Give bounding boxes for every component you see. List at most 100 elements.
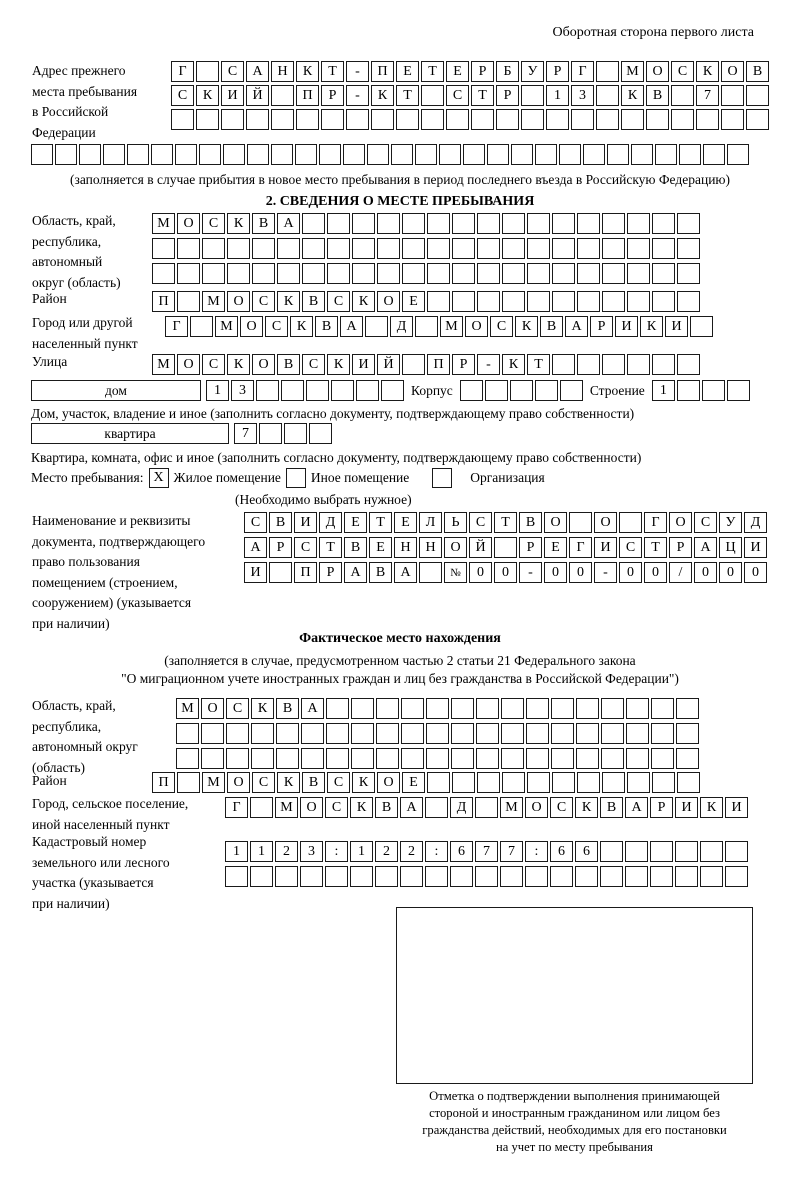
char-cell[interactable]: Р [546,61,569,82]
char-cell[interactable]: Г [644,512,667,533]
char-cell[interactable]: П [152,291,175,312]
char-cell[interactable] [177,772,200,793]
char-cell[interactable]: О [252,354,275,375]
char-cell[interactable] [626,723,649,744]
char-cell[interactable] [55,144,77,165]
char-cell[interactable] [177,291,200,312]
char-cell[interactable] [725,841,748,862]
char-cell[interactable] [277,238,300,259]
char-cell[interactable] [502,238,525,259]
char-cell[interactable] [652,213,675,234]
char-cell[interactable] [577,291,600,312]
char-cell[interactable]: Т [494,512,517,533]
char-cell[interactable] [552,263,575,284]
char-cell[interactable]: П [371,61,394,82]
char-cell[interactable] [501,698,524,719]
char-cell[interactable] [521,109,544,130]
char-cell[interactable] [351,748,374,769]
char-cell[interactable]: С [252,291,275,312]
char-cell[interactable] [391,144,413,165]
char-cell[interactable] [269,562,292,583]
char-cell[interactable] [247,144,269,165]
char-cell[interactable] [271,85,294,106]
char-cell[interactable] [301,723,324,744]
char-cell[interactable]: Р [269,537,292,558]
char-cell[interactable] [256,380,279,401]
char-cell[interactable] [351,698,374,719]
char-cell[interactable] [301,748,324,769]
char-cell[interactable] [651,723,674,744]
char-cell[interactable] [646,109,669,130]
char-cell[interactable] [546,109,569,130]
char-cell[interactable]: И [675,797,698,818]
char-cell[interactable] [569,512,592,533]
char-cell[interactable] [419,562,442,583]
char-cell[interactable]: С [202,213,225,234]
char-cell[interactable] [701,380,725,401]
char-cell[interactable]: В [277,354,300,375]
char-cell[interactable]: М [176,698,199,719]
char-cell[interactable] [675,866,698,887]
char-cell[interactable]: К [352,772,375,793]
char-cell[interactable] [246,109,269,130]
char-cell[interactable] [725,866,748,887]
char-cell[interactable] [501,723,524,744]
char-cell[interactable]: И [744,537,767,558]
char-cell[interactable]: 3 [571,85,594,106]
char-cell[interactable]: В [269,512,292,533]
char-cell[interactable] [352,213,375,234]
char-cell[interactable] [652,291,675,312]
char-cell[interactable]: 6 [575,841,598,862]
char-cell[interactable] [396,109,419,130]
char-cell[interactable] [652,263,675,284]
char-cell[interactable] [319,144,341,165]
char-cell[interactable] [576,698,599,719]
char-cell[interactable] [343,144,365,165]
char-cell[interactable]: Р [669,537,692,558]
char-cell[interactable]: Д [319,512,342,533]
char-cell[interactable]: О [721,61,744,82]
char-cell[interactable] [415,144,437,165]
char-cell[interactable]: Е [396,61,419,82]
char-cell[interactable] [675,841,698,862]
char-cell[interactable] [402,263,425,284]
char-cell[interactable]: И [615,316,638,337]
char-cell[interactable] [631,144,653,165]
char-cell[interactable] [619,512,642,533]
char-cell[interactable]: К [640,316,663,337]
char-cell[interactable]: С [302,354,325,375]
char-cell[interactable] [576,723,599,744]
char-cell[interactable]: С [221,61,244,82]
korpus-cells[interactable] [459,380,583,401]
char-cell[interactable]: 7 [696,85,719,106]
char-cell[interactable] [401,698,424,719]
char-cell[interactable] [650,866,673,887]
char-cell[interactable] [103,144,125,165]
char-cell[interactable]: А [400,797,423,818]
char-cell[interactable] [746,85,769,106]
char-cell[interactable]: А [344,562,367,583]
char-cell[interactable]: - [519,562,542,583]
char-cell[interactable]: В [519,512,542,533]
char-cell[interactable] [226,723,249,744]
char-cell[interactable] [352,263,375,284]
char-cell[interactable] [534,380,558,401]
char-cell[interactable] [602,772,625,793]
char-cell[interactable] [452,263,475,284]
char-cell[interactable]: В [375,797,398,818]
char-cell[interactable] [577,213,600,234]
char-cell[interactable] [251,723,274,744]
char-cell[interactable]: Р [590,316,613,337]
char-cell[interactable] [577,354,600,375]
char-cell[interactable] [201,748,224,769]
char-cell[interactable]: К [296,61,319,82]
char-cell[interactable] [602,263,625,284]
char-cell[interactable] [677,772,700,793]
char-cell[interactable]: В [369,562,392,583]
char-cell[interactable]: Е [544,537,567,558]
char-cell[interactable]: № [444,562,467,583]
char-cell[interactable] [577,238,600,259]
char-cell[interactable] [202,238,225,259]
prev-address-row-3[interactable] [171,109,769,130]
char-cell[interactable]: В [600,797,623,818]
